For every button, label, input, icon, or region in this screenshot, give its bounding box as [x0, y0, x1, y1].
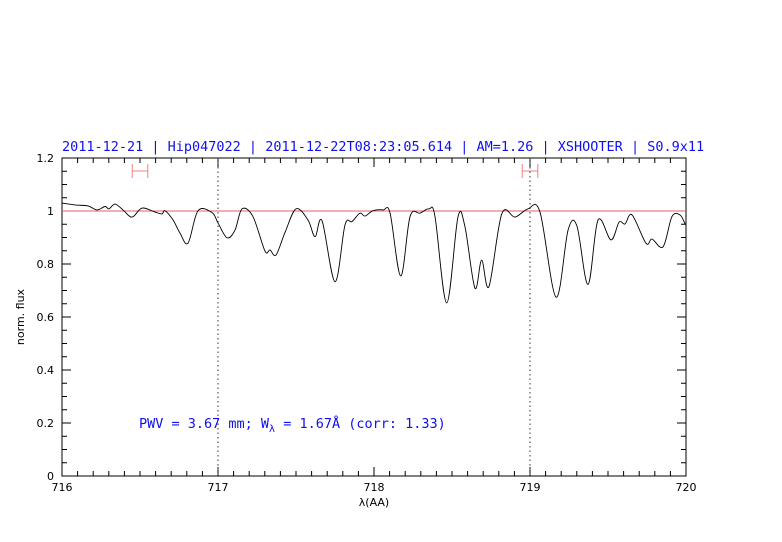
annotation-pwv: PWV = 3.67 mm; W [139, 416, 270, 432]
x-tick-label: 716 [52, 481, 73, 494]
y-tick-label: 0.8 [37, 258, 55, 271]
y-tick-label: 0.6 [37, 311, 55, 324]
x-tick-label: 717 [208, 481, 229, 494]
y-axis-title: norm. flux [14, 288, 27, 345]
y-tick-label: 0.4 [37, 364, 55, 377]
y-tick-label: 1.2 [37, 152, 55, 165]
x-tick-label: 719 [520, 481, 541, 494]
annotation-rest: = 1.67Å (corr: 1.33) [275, 415, 446, 432]
spectrum-line [61, 202, 686, 304]
x-tick-label: 720 [676, 481, 697, 494]
x-axis-title: λ(AA) [359, 496, 389, 509]
chart-title: 2011-12-21 | Hip047022 | 2011-12-22T08:2… [62, 139, 704, 155]
y-tick-label: 0 [47, 470, 54, 483]
pwv-annotation: PWV = 3.67 mm; Wλ = 1.67Å (corr: 1.33) [139, 415, 446, 435]
plot-area [61, 158, 686, 476]
axes: 716 717 718 719 720 0 0.2 0.4 0.6 0.8 1 1.2 [37, 152, 697, 494]
y-tick-label: 1 [47, 205, 54, 218]
y-tick-label: 0.2 [37, 417, 55, 430]
annotation-sub: λ [269, 424, 275, 435]
x-tick-label: 718 [364, 481, 385, 494]
